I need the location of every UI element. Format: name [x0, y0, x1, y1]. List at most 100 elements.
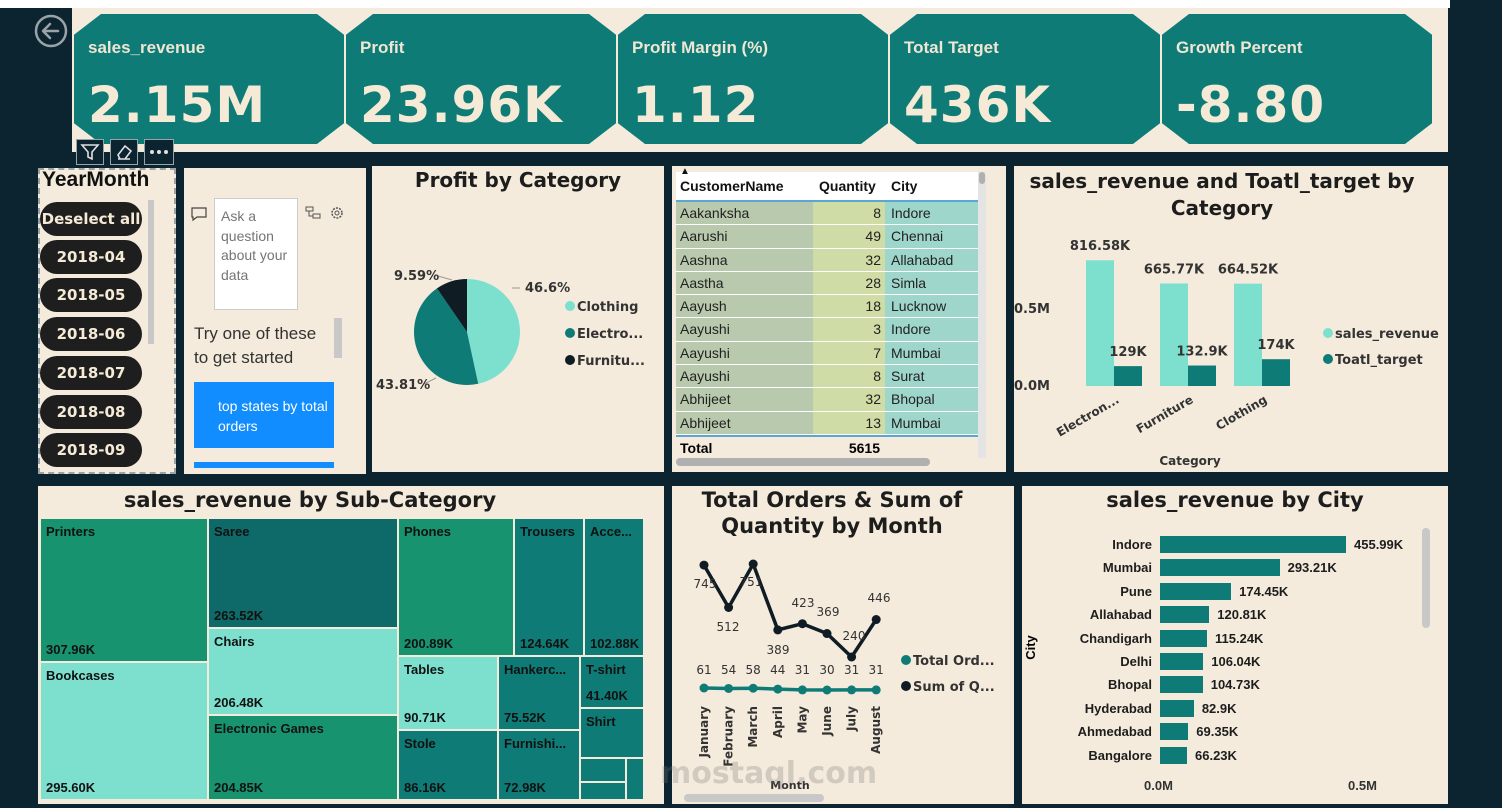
slicer-scrollbar[interactable] — [148, 200, 154, 344]
city-bar[interactable] — [1160, 723, 1189, 741]
bar-Toatl_target-2[interactable] — [1262, 359, 1290, 386]
treemap-tile[interactable]: Furnishi... 72.98K — [498, 730, 580, 800]
hierarchy-icon[interactable] — [305, 206, 321, 220]
slicer-item[interactable]: 2018-09 — [40, 433, 142, 467]
slicer-item[interactable]: 2018-07 — [40, 356, 142, 390]
bar-sales_revenue-2[interactable] — [1234, 283, 1262, 386]
point-sum-quantity[interactable] — [871, 615, 881, 625]
more-options-icon[interactable] — [144, 139, 174, 165]
legend-label[interactable]: Sum of Q... — [913, 680, 995, 695]
point-sum-quantity[interactable] — [699, 560, 709, 570]
slicer-item[interactable]: 2018-08 — [40, 395, 142, 429]
point-sum-quantity[interactable] — [822, 629, 832, 639]
table-row[interactable]: Abhijeet 32 Bhopal — [676, 388, 978, 412]
qna-input[interactable] — [214, 198, 298, 310]
line-sum-quantity[interactable] — [702, 559, 878, 660]
pie-title: Profit by Category — [414, 168, 622, 192]
pie-slice-electronics[interactable] — [414, 288, 479, 385]
treemap-tile[interactable]: Acce... 102.88K — [584, 518, 644, 656]
treemap-tile[interactable]: Electronic Games 204.85K — [208, 715, 398, 800]
gear-icon[interactable] — [329, 205, 345, 221]
city-bar[interactable] — [1160, 653, 1204, 670]
back-arrow-icon[interactable] — [34, 14, 68, 48]
deselect-all-button[interactable]: Deselect all — [40, 202, 142, 236]
bar-sales_revenue-0[interactable] — [1086, 260, 1114, 386]
city-value-label: 455.99K — [1354, 537, 1404, 552]
city-bar[interactable] — [1160, 606, 1210, 624]
pie-slice-furniture[interactable] — [436, 279, 467, 332]
city-bar[interactable] — [1160, 676, 1203, 694]
table-row[interactable]: Aastha 28 Simla — [676, 271, 978, 296]
city-bar[interactable] — [1160, 582, 1232, 600]
treemap-tile-name: Saree — [214, 524, 250, 539]
table-row[interactable]: Aarushi 49 Chennai — [676, 225, 978, 249]
treemap-tile[interactable]: Chairs 206.48K — [208, 628, 398, 715]
legend-label[interactable]: Electro... — [577, 327, 643, 342]
treemap-tile[interactable]: T-shirt 41.40K — [580, 656, 644, 708]
slicer-item[interactable]: 2018-04 — [40, 240, 142, 274]
point-sum-quantity[interactable] — [847, 652, 857, 662]
table-row[interactable]: Aashna 32 Allahabad — [676, 248, 978, 272]
point-total-orders[interactable] — [822, 685, 832, 695]
point-total-orders[interactable] — [773, 684, 783, 694]
col-quantity[interactable]: Quantity — [819, 178, 876, 194]
table-vscroll-thumb[interactable] — [979, 172, 985, 184]
treemap-tile[interactable]: Bookcases 295.60K — [40, 662, 208, 800]
legend-label[interactable]: Total Ord... — [913, 654, 995, 669]
point-total-orders[interactable] — [724, 683, 734, 693]
point-sum-quantity[interactable] — [724, 602, 734, 612]
col-city[interactable]: City — [891, 178, 918, 194]
table-row[interactable]: Aayush 18 Lucknow — [676, 295, 978, 319]
treemap-tile[interactable]: Shirt — [580, 708, 644, 758]
city-bar[interactable] — [1160, 746, 1187, 764]
treemap-tile[interactable]: Saree 263.52K — [208, 518, 398, 628]
table-row[interactable]: Aayushi 7 Mumbai — [676, 341, 978, 366]
table-hscroll-thumb[interactable] — [676, 458, 930, 466]
pie-slice-clothing[interactable] — [467, 279, 520, 384]
city-bar[interactable] — [1160, 559, 1280, 577]
table-row[interactable]: Abhijeet 13 Mumbai — [676, 411, 978, 435]
point-total-orders[interactable] — [847, 685, 857, 695]
point-total-orders[interactable] — [797, 685, 807, 695]
city-bar[interactable] — [1160, 629, 1207, 647]
slicer-item[interactable]: 2018-06 — [40, 317, 142, 351]
qna-suggestion-button[interactable]: top states by total orders — [194, 382, 334, 448]
bar-sales_revenue-1[interactable] — [1160, 283, 1188, 386]
table-row[interactable]: Aakanksha 8 Indore — [676, 202, 978, 226]
point-total-orders[interactable] — [748, 683, 758, 693]
eraser-icon[interactable] — [110, 139, 138, 165]
treemap-tile[interactable]: Tables 90.71K — [398, 656, 498, 730]
treemap-tile[interactable]: Printers 307.96K — [40, 518, 208, 662]
point-total-orders[interactable] — [699, 683, 709, 693]
city-bar[interactable] — [1160, 699, 1194, 717]
filter-icon[interactable] — [76, 139, 104, 165]
treemap-tile-small[interactable] — [626, 758, 644, 800]
table-vscroll[interactable] — [978, 172, 986, 458]
legend-label[interactable]: Clothing — [577, 300, 638, 315]
treemap-tile-small[interactable] — [580, 758, 626, 782]
point-sum-quantity[interactable] — [797, 619, 807, 629]
table-row[interactable]: Aayushi 8 Surat — [676, 365, 978, 389]
table-row[interactable]: Aayushi 3 Indore — [676, 318, 978, 342]
treemap-tile[interactable]: Stole 86.16K — [398, 730, 498, 800]
slicer-item[interactable]: 2018-05 — [40, 278, 142, 312]
treemap-tile[interactable]: Trousers 124.64K — [514, 518, 584, 656]
qna-scrollbar[interactable] — [334, 318, 342, 358]
treemap-tile[interactable]: Hankerc... 75.52K — [498, 656, 580, 730]
bar-Toatl_target-1[interactable] — [1188, 365, 1216, 386]
legend-label[interactable]: Furnitu... — [577, 354, 645, 369]
bar-Toatl_target-0[interactable] — [1114, 366, 1142, 386]
qna-suggestion-next[interactable] — [194, 462, 334, 468]
comment-icon[interactable] — [190, 206, 208, 222]
treemap-tile-small[interactable] — [580, 782, 626, 800]
point-sum-quantity[interactable] — [748, 559, 758, 569]
col-customername[interactable]: CustomerName — [680, 178, 784, 194]
city-bar[interactable] — [1160, 536, 1346, 553]
legend-label[interactable]: sales_revenue — [1335, 327, 1439, 342]
treemap-tile[interactable]: Phones 200.89K — [398, 518, 514, 656]
legend-label[interactable]: Toatl_target — [1335, 353, 1423, 368]
point-sum-quantity[interactable] — [773, 625, 783, 635]
city-chart-scrollbar[interactable] — [1422, 528, 1430, 628]
point-total-orders[interactable] — [871, 685, 881, 695]
line-chart-scrollbar[interactable] — [684, 794, 824, 802]
